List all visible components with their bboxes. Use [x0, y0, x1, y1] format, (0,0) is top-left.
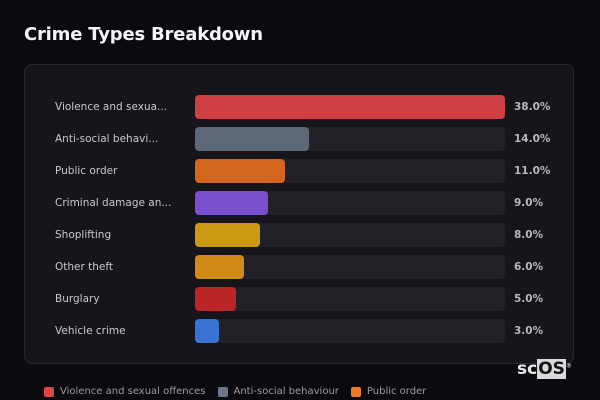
bar-fill[interactable] — [195, 287, 236, 311]
bar-value: 14.0% — [514, 133, 551, 145]
bar-row[interactable]: Burglary 5.0% — [25, 287, 573, 311]
legend-item[interactable]: Violence and sexual offences — [44, 386, 206, 397]
bar-value: 3.0% — [514, 325, 544, 337]
bar-fill[interactable] — [195, 95, 505, 119]
legend-swatch-icon — [44, 386, 54, 397]
bar-value: 9.0% — [514, 197, 544, 209]
bar-row[interactable]: Anti-social behavi... 14.0% — [25, 127, 573, 151]
bar-fill[interactable] — [195, 319, 220, 343]
legend-item[interactable]: Anti-social behaviour — [217, 386, 339, 397]
chart-title: Crime Types Breakdown — [24, 24, 263, 45]
chart-legend: Violence and sexual offences Anti-social … — [44, 386, 426, 397]
legend-label: Violence and sexual offences — [60, 386, 206, 397]
logo-mark: ® — [565, 362, 572, 370]
bar-fill[interactable] — [195, 159, 285, 183]
watermark-logo: scOS® — [517, 359, 572, 379]
bar-track — [195, 255, 505, 279]
legend-label: Public order — [366, 386, 427, 397]
bar-track — [195, 223, 505, 247]
bar-row[interactable]: Vehicle crime 3.0% — [25, 319, 573, 343]
chart-card: Violence and sexua... 38.0% Anti-social be… — [24, 64, 574, 364]
bar-label: Public order — [55, 165, 118, 177]
bar-track — [195, 191, 505, 215]
logo-prefix: sc — [517, 359, 538, 379]
bar-label: Shoplifting — [55, 229, 112, 241]
bar-track — [195, 159, 505, 183]
bar-value: 38.0% — [514, 101, 551, 113]
bar-track — [195, 95, 505, 119]
bar-row[interactable]: Criminal damage an... 9.0% — [25, 191, 573, 215]
bar-row[interactable]: Shoplifting 8.0% — [25, 223, 573, 247]
bar-fill[interactable] — [195, 223, 261, 247]
bar-label: Anti-social behavi... — [55, 133, 159, 145]
logo-suffix: OS — [537, 359, 566, 379]
bar-value: 8.0% — [514, 229, 544, 241]
bar-fill[interactable] — [195, 127, 310, 151]
bar-row[interactable]: Violence and sexua... 38.0% — [25, 95, 573, 119]
bar-fill[interactable] — [195, 191, 269, 215]
bar-row[interactable]: Public order 11.0% — [25, 159, 573, 183]
legend-label: Anti-social behaviour — [233, 386, 339, 397]
legend-item[interactable]: Public order — [350, 386, 427, 397]
bar-label: Other theft — [55, 261, 114, 273]
legend-swatch-icon — [217, 386, 228, 397]
legend-swatch-icon — [350, 386, 361, 397]
bar-value: 6.0% — [514, 261, 544, 273]
bar-row[interactable]: Other theft 6.0% — [25, 255, 573, 279]
bar-label: Vehicle crime — [55, 325, 126, 337]
bar-fill[interactable] — [195, 255, 244, 279]
bar-track — [195, 127, 505, 151]
bar-value: 5.0% — [514, 293, 544, 305]
bar-label: Criminal damage an... — [55, 197, 172, 209]
bar-track — [195, 319, 505, 343]
bar-track — [195, 287, 505, 311]
bar-label: Violence and sexua... — [55, 101, 168, 113]
bar-label: Burglary — [55, 293, 100, 305]
bar-value: 11.0% — [514, 165, 551, 177]
